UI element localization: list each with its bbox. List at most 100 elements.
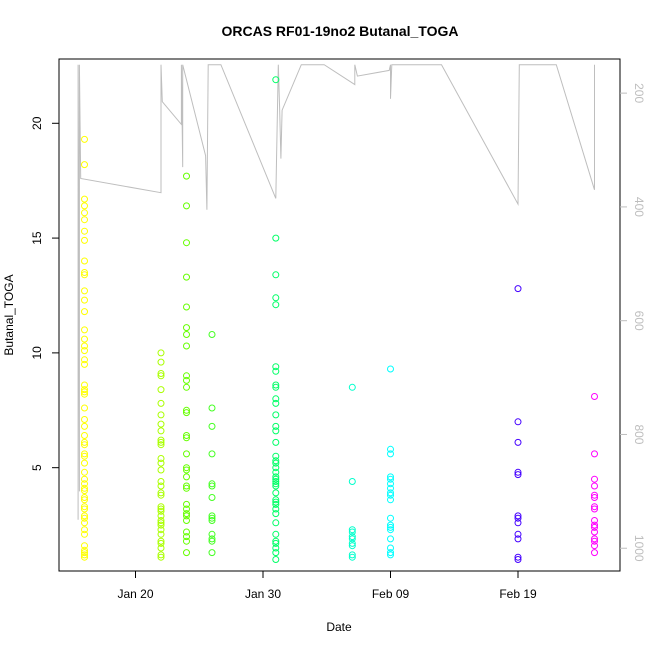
right-axis: 200 400 600 800 1000 [620, 83, 646, 562]
data-point [272, 480, 280, 488]
data-point [81, 512, 88, 520]
data-point [157, 512, 165, 520]
data-point [272, 363, 280, 371]
y-axis: 5 10 15 20 [30, 116, 59, 471]
data-point [81, 530, 88, 538]
data-point [183, 172, 190, 180]
data-point [272, 510, 280, 518]
data-point [272, 473, 280, 481]
data-point [591, 505, 598, 513]
data-point [183, 528, 190, 536]
data-point [183, 466, 190, 474]
data-point [81, 342, 88, 350]
data-point [208, 404, 216, 412]
data-point [514, 418, 522, 426]
y-tick-label: 15 [30, 231, 44, 245]
series-9 [591, 393, 598, 557]
data-point [81, 381, 88, 389]
data-point [208, 517, 216, 524]
data-point [387, 484, 394, 492]
data-point [81, 257, 88, 265]
data-point [157, 399, 165, 407]
right-tick-label: 600 [632, 311, 646, 331]
data-point [208, 549, 216, 557]
data-point [348, 553, 356, 561]
x-tick-label: Jan 20 [117, 587, 153, 601]
data-point [272, 549, 280, 557]
data-point [514, 530, 522, 538]
data-point [208, 494, 216, 501]
data-point [591, 450, 598, 458]
data-point [272, 381, 280, 389]
x-axis: Jan 20 Jan 30 Feb 09 Feb 19 [117, 571, 537, 601]
data-point [81, 484, 88, 492]
data-point [272, 395, 280, 403]
data-point [514, 535, 522, 543]
right-tick-label: 1000 [632, 535, 646, 562]
data-point [157, 507, 165, 515]
data-point [157, 519, 165, 527]
series-4 [208, 331, 216, 557]
data-point [157, 526, 165, 534]
data-point [514, 519, 522, 527]
data-point [387, 475, 394, 483]
data-point [387, 544, 394, 552]
data-point [81, 335, 88, 343]
data-point [81, 360, 88, 368]
data-point [387, 523, 394, 531]
data-point [81, 496, 88, 504]
data-point [272, 271, 280, 279]
data-point [81, 549, 88, 557]
data-point [157, 539, 165, 547]
data-point [183, 303, 190, 311]
data-point [81, 209, 88, 217]
data-point [81, 475, 88, 483]
data-point [208, 422, 216, 430]
data-point [272, 519, 280, 527]
data-point [514, 556, 522, 563]
data-point [183, 512, 190, 520]
data-point [81, 487, 88, 495]
data-point [81, 216, 88, 224]
data-point [183, 500, 190, 508]
pressure-line-layer [77, 64, 595, 520]
data-point [183, 372, 190, 380]
data-points-layer [81, 76, 598, 563]
data-point [183, 549, 190, 557]
data-point [81, 347, 88, 355]
data-point [157, 517, 165, 524]
data-point [81, 514, 88, 522]
data-point [272, 294, 280, 302]
data-point [208, 514, 216, 522]
data-point [183, 409, 190, 417]
data-point [591, 549, 598, 557]
data-point [387, 496, 394, 504]
data-point [81, 542, 88, 550]
data-point [81, 271, 88, 279]
data-point [348, 526, 356, 534]
data-point [208, 512, 216, 520]
data-point [208, 331, 216, 338]
plot-frame [58, 58, 621, 572]
data-point [81, 161, 88, 169]
data-point [272, 544, 280, 552]
data-point [272, 482, 280, 490]
data-point [348, 383, 356, 391]
data-point [272, 489, 280, 497]
data-point [81, 526, 88, 534]
data-point [272, 475, 280, 483]
data-point [157, 478, 165, 485]
data-point [81, 202, 88, 210]
data-point [183, 273, 190, 281]
x-tick-label: Feb 09 [372, 587, 410, 601]
data-point [514, 514, 522, 522]
data-point [183, 533, 190, 541]
x-tick-label: Feb 19 [499, 587, 537, 601]
series-5 [272, 76, 280, 563]
data-point [591, 503, 598, 511]
data-point [272, 556, 280, 563]
data-point [272, 452, 280, 460]
data-point [81, 438, 88, 446]
data-point [157, 521, 165, 529]
